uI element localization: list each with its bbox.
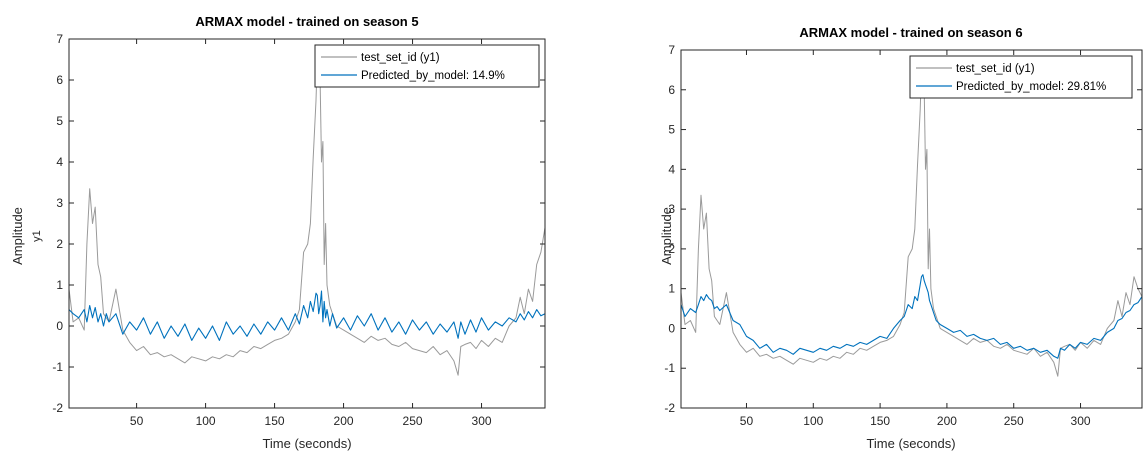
y-tick-label: -2 (52, 401, 63, 415)
legend-entry-label: test_set_id (y1) (361, 52, 440, 64)
x-tick-label: 250 (403, 414, 423, 428)
x-tick-label: 100 (196, 414, 216, 428)
series-line-predicted (69, 290, 545, 341)
y-tick-label: 7 (56, 32, 63, 46)
legend-entry-label: Predicted_by_model: 29.81% (956, 81, 1106, 93)
y-tick-label: 3 (668, 202, 675, 216)
y-tick-label: 4 (668, 162, 675, 176)
y-axis-label: Amplitude (659, 207, 674, 265)
y-tick-label: -1 (52, 360, 63, 374)
x-tick-label: 200 (937, 414, 957, 428)
y-tick-label: 2 (668, 242, 675, 256)
series-line-predicted (681, 274, 1142, 359)
y-tick-label: 2 (56, 237, 63, 251)
axes-box (68, 38, 546, 409)
legend-box (314, 44, 540, 88)
y-tick-label: 5 (56, 114, 63, 128)
x-tick-label: 300 (472, 414, 492, 428)
x-tick-label: 100 (803, 414, 823, 428)
y-tick-label: -1 (664, 361, 675, 375)
y-tick-label: 0 (56, 319, 63, 333)
x-axis-label: Time (seconds) (866, 436, 955, 451)
axes-box (680, 49, 1143, 409)
legend-entry-label: test_set_id (y1) (956, 63, 1035, 75)
y-tick-label: 1 (56, 278, 63, 292)
y-axis-sublabel: y1 (31, 230, 43, 242)
plot-area (681, 50, 1142, 408)
y-tick-label: 3 (56, 196, 63, 210)
y-tick-label: 6 (56, 73, 63, 87)
x-tick-label: 50 (740, 414, 754, 428)
legend: test_set_id (y1) Predicted_by_model: 29.8… (909, 55, 1133, 99)
x-tick-label: 200 (334, 414, 354, 428)
legend-entry-label: Predicted_by_model: 14.9% (361, 70, 505, 82)
y-tick-label: -2 (664, 401, 675, 415)
y-axis-label: Amplitude (10, 207, 25, 265)
chart-panel-season-6: ARMAX model - trained on season 6 Amplit… (659, 25, 1143, 451)
y-tick-label: 5 (668, 123, 675, 137)
x-tick-label: 150 (870, 414, 890, 428)
x-tick-label: 300 (1071, 414, 1091, 428)
plot-area (69, 39, 545, 408)
legend: test_set_id (y1) Predicted_by_model: 14.9… (314, 44, 540, 88)
y-tick-label: 1 (668, 282, 675, 296)
y-tick-label: 0 (668, 321, 675, 335)
x-tick-label: 50 (130, 414, 144, 428)
chart-title: ARMAX model - trained on season 5 (195, 14, 418, 29)
x-tick-label: 150 (265, 414, 285, 428)
y-tick-label: 4 (56, 155, 63, 169)
chart-panel-season-5: ARMAX model - trained on season 5 Amplit… (10, 14, 546, 451)
legend-box (909, 55, 1133, 99)
x-tick-label: 250 (1004, 414, 1024, 428)
chart-title: ARMAX model - trained on season 6 (799, 25, 1022, 40)
y-tick-label: 6 (668, 83, 675, 97)
y-tick-label: 7 (668, 43, 675, 57)
x-axis-label: Time (seconds) (262, 436, 351, 451)
